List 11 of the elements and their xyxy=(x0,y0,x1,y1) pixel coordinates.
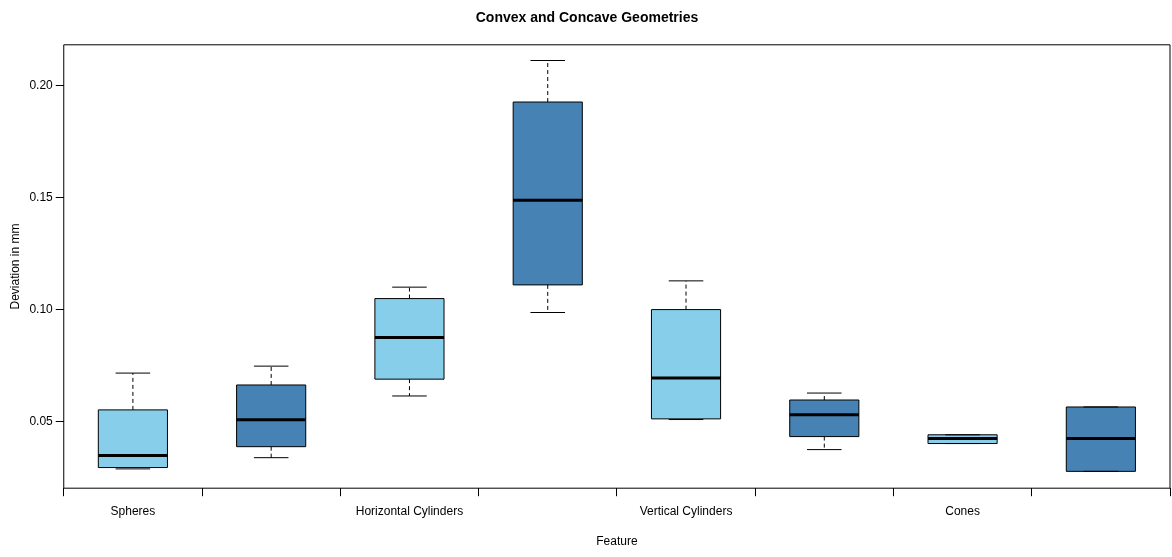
y-tick-label: 0.15 xyxy=(29,189,54,204)
y-tick-label: 0.10 xyxy=(29,301,54,316)
x-tick-label: Spheres xyxy=(110,503,156,518)
y-tick-label: 0.05 xyxy=(29,414,54,429)
chart-title: Convex and Concave Geometries xyxy=(475,9,699,26)
x-tick-label: Cones xyxy=(945,503,980,518)
x-tick-label: Vertical Cylinders xyxy=(639,503,733,518)
y-axis-title: Deviation in mm xyxy=(7,223,22,310)
y-tick-label: 0.20 xyxy=(29,77,54,92)
x-axis-title: Feature xyxy=(596,534,638,549)
x-tick-label: Horizontal Cylinders xyxy=(355,503,464,518)
